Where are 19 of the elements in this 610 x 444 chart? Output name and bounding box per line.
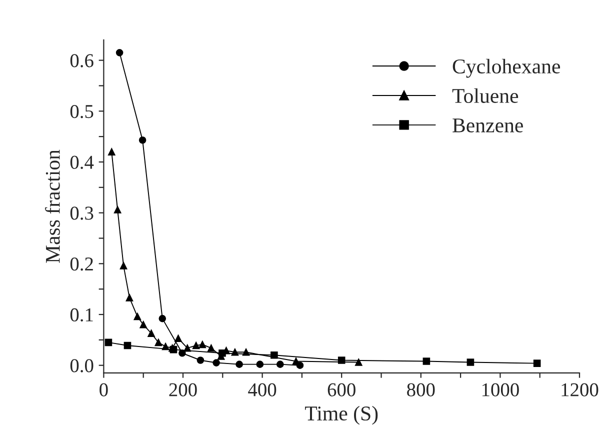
y-tick-label: 0.3: [70, 206, 94, 220]
y-tick-label: 0.1: [70, 308, 93, 322]
legend-label: Cyclohexane: [452, 58, 560, 78]
x-tick-label: 0: [100, 383, 108, 396]
legend-label: Toluene: [452, 88, 518, 103]
legend-label: Benzene: [452, 118, 523, 132]
y-tick-label: 0.0: [70, 359, 94, 372]
x-tick-label: 400: [248, 383, 276, 396]
y-tick-label: 0.4: [70, 156, 94, 169]
y-tick-label: 0.2: [70, 257, 93, 271]
x-tick-label: 200: [169, 383, 197, 396]
y-tick-label: 0.6: [70, 54, 94, 68]
x-tick-label: 800: [407, 383, 435, 396]
x-axis-title: Time (S): [305, 406, 378, 425]
x-tick-label: 600: [328, 383, 356, 396]
y-tick-label: 0.5: [70, 104, 94, 118]
x-tick-label: 1000: [482, 383, 519, 396]
y-axis-title: Mass fraction: [45, 150, 60, 263]
x-tick-label: 1200: [562, 383, 598, 396]
